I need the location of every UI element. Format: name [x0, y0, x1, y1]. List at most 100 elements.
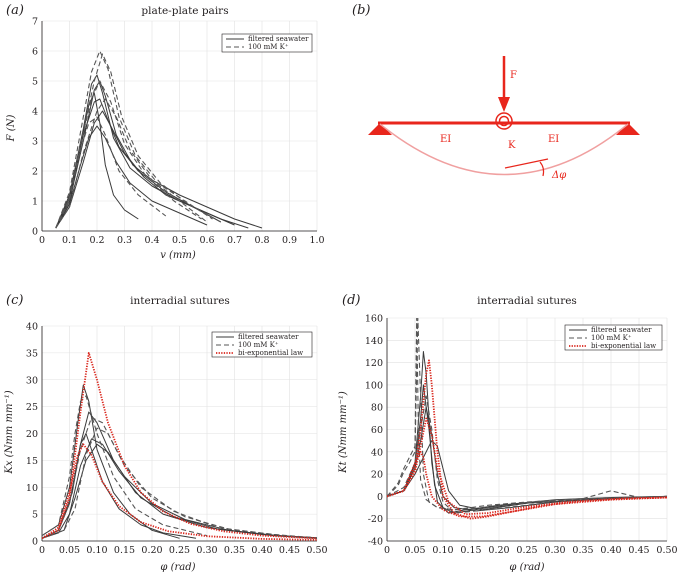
left-support-icon: [368, 123, 392, 135]
panel-a-title: plate-plate pairs: [141, 5, 228, 17]
series-line-dashed: [55, 116, 167, 229]
legend-box: [221, 33, 313, 53]
spring-coil-inner: [498, 115, 510, 127]
x-tick-label: 0.30: [544, 545, 565, 556]
y-tick-label: 140: [365, 336, 383, 347]
y-tick-label: 0: [377, 492, 383, 503]
y-tick-label: 0: [32, 227, 38, 238]
force-arrow-icon: [498, 97, 510, 112]
plot-c: 0 0.05 0.10 0.15 0.20 0.25 0.30 0.35 0.40 0.45 0.5…: [26, 322, 328, 557]
x-tick-label: 0.30: [196, 545, 217, 556]
x-tick-label: 0: [39, 545, 45, 556]
series-line-solid: [55, 74, 235, 229]
right-support-icon: [616, 123, 640, 135]
y-tick-label: 20: [371, 470, 383, 481]
x-tick-label: 0.50: [656, 545, 677, 556]
angle-label: Δφ: [551, 170, 566, 181]
panel-c-ylabel: Kx (Nmm mm⁻¹): [4, 390, 15, 474]
x-tick-label: 0.3: [117, 235, 132, 246]
series-line-dashed: [42, 395, 208, 537]
series-line-dashed: [55, 50, 213, 229]
x-tick-label: 0.10: [432, 545, 453, 556]
x-tick-label: 0.05: [59, 545, 80, 556]
panel-d-xlabel: φ (rad): [509, 562, 544, 573]
x-tick-label: 0: [39, 235, 45, 246]
x-tick-label: 0.35: [224, 545, 245, 556]
x-tick-label: 0.10: [86, 545, 107, 556]
y-tick-label: 1: [32, 197, 38, 208]
x-tick-label: 0.35: [572, 545, 593, 556]
y-tick-label: 60: [371, 425, 383, 436]
right-beam-label: EI: [548, 134, 559, 145]
x-tick-label: 0.45: [628, 545, 649, 556]
y-tick-label: 2: [32, 167, 38, 178]
series-line-dashed: [55, 53, 222, 229]
x-tick-label: 1.0: [309, 235, 324, 246]
panel-d-letter: (d): [342, 293, 360, 308]
y-tick-label: 40: [371, 447, 383, 458]
legend-label: filtered seawater: [248, 35, 309, 43]
panel-c-xlabel: φ (rad): [160, 562, 195, 573]
series-line-dotted: [42, 352, 317, 540]
y-tick-label: 30: [26, 375, 38, 386]
legend-label: filtered seawater: [238, 333, 299, 341]
y-tick-label: 3: [32, 137, 38, 148]
series-line-solid: [55, 80, 263, 229]
x-tick-label: 0.45: [279, 545, 300, 556]
y-tick-label: 15: [26, 456, 38, 467]
series-line-dashed: [387, 318, 667, 511]
y-tick-label: 0: [32, 537, 38, 548]
y-tick-label: 25: [26, 402, 38, 413]
spring-label: K: [508, 140, 516, 151]
y-tick-label: 80: [371, 403, 383, 414]
x-tick-label: 0.40: [600, 545, 621, 556]
y-tick-label: 4: [32, 107, 38, 118]
series-line-dashed: [42, 427, 317, 539]
panel-b-letter: (b): [352, 3, 370, 18]
panel-d-ylabel: Kt (Nmm mm⁻¹): [338, 391, 349, 474]
x-tick-label: 0.50: [306, 545, 327, 556]
legend-label: filtered seawater: [591, 326, 652, 334]
y-tick-label: 160: [365, 314, 383, 325]
panel-a-letter: (a): [6, 3, 24, 18]
x-tick-label: 0.15: [460, 545, 481, 556]
legend-label: bi-exponential law: [238, 349, 303, 357]
series-line-solid: [42, 443, 317, 539]
series-line-dashed: [55, 98, 208, 229]
series-line-dotted: [387, 450, 667, 518]
legend-label: 100 mM K⁺: [238, 341, 279, 349]
panel-d-title: interradial sutures: [477, 295, 577, 307]
x-tick-label: 0.7: [227, 235, 242, 246]
deflected-beam: [379, 123, 629, 176]
x-tick-label: 0.5: [172, 235, 187, 246]
y-tick-label: 40: [26, 322, 38, 333]
y-tick-label: 7: [32, 17, 38, 28]
plot-a: 0 0.1 0.2 0.3 0.4 0.5 0.6 0.7 0.8 0.9 1.0 0 1 2 3 4 5 6 7 f…: [32, 17, 325, 247]
series-line-solid: [55, 125, 208, 229]
series-line-dotted: [42, 443, 317, 541]
x-tick-label: 0.6: [199, 235, 214, 246]
panel-c-letter: (c): [6, 293, 23, 308]
x-tick-label: 0.20: [488, 545, 509, 556]
panel-c-title: interradial sutures: [130, 295, 230, 307]
y-tick-label: 100: [365, 380, 383, 391]
x-tick-label: 0.25: [516, 545, 537, 556]
spring-coil-outer: [495, 112, 513, 130]
y-tick-label: -40: [368, 537, 383, 548]
x-tick-label: 0.2: [89, 235, 104, 246]
x-tick-label: 0.40: [251, 545, 272, 556]
plot-d: 0 0.05 0.10 0.15 0.20 0.25 0.30 0.35 0.40 0.45 0.5…: [365, 314, 678, 557]
series-group: [387, 318, 667, 520]
x-tick-label: 0.05: [404, 545, 425, 556]
x-tick-label: 0.1: [62, 235, 77, 246]
y-tick-label: 5: [32, 510, 38, 521]
panel-a-ylabel: F (N): [6, 115, 17, 143]
legend-label: 100 mM K⁺: [591, 334, 632, 342]
series-line-solid: [42, 384, 180, 539]
y-tick-label: 35: [26, 348, 38, 359]
legend-label: bi-exponential law: [591, 342, 656, 350]
